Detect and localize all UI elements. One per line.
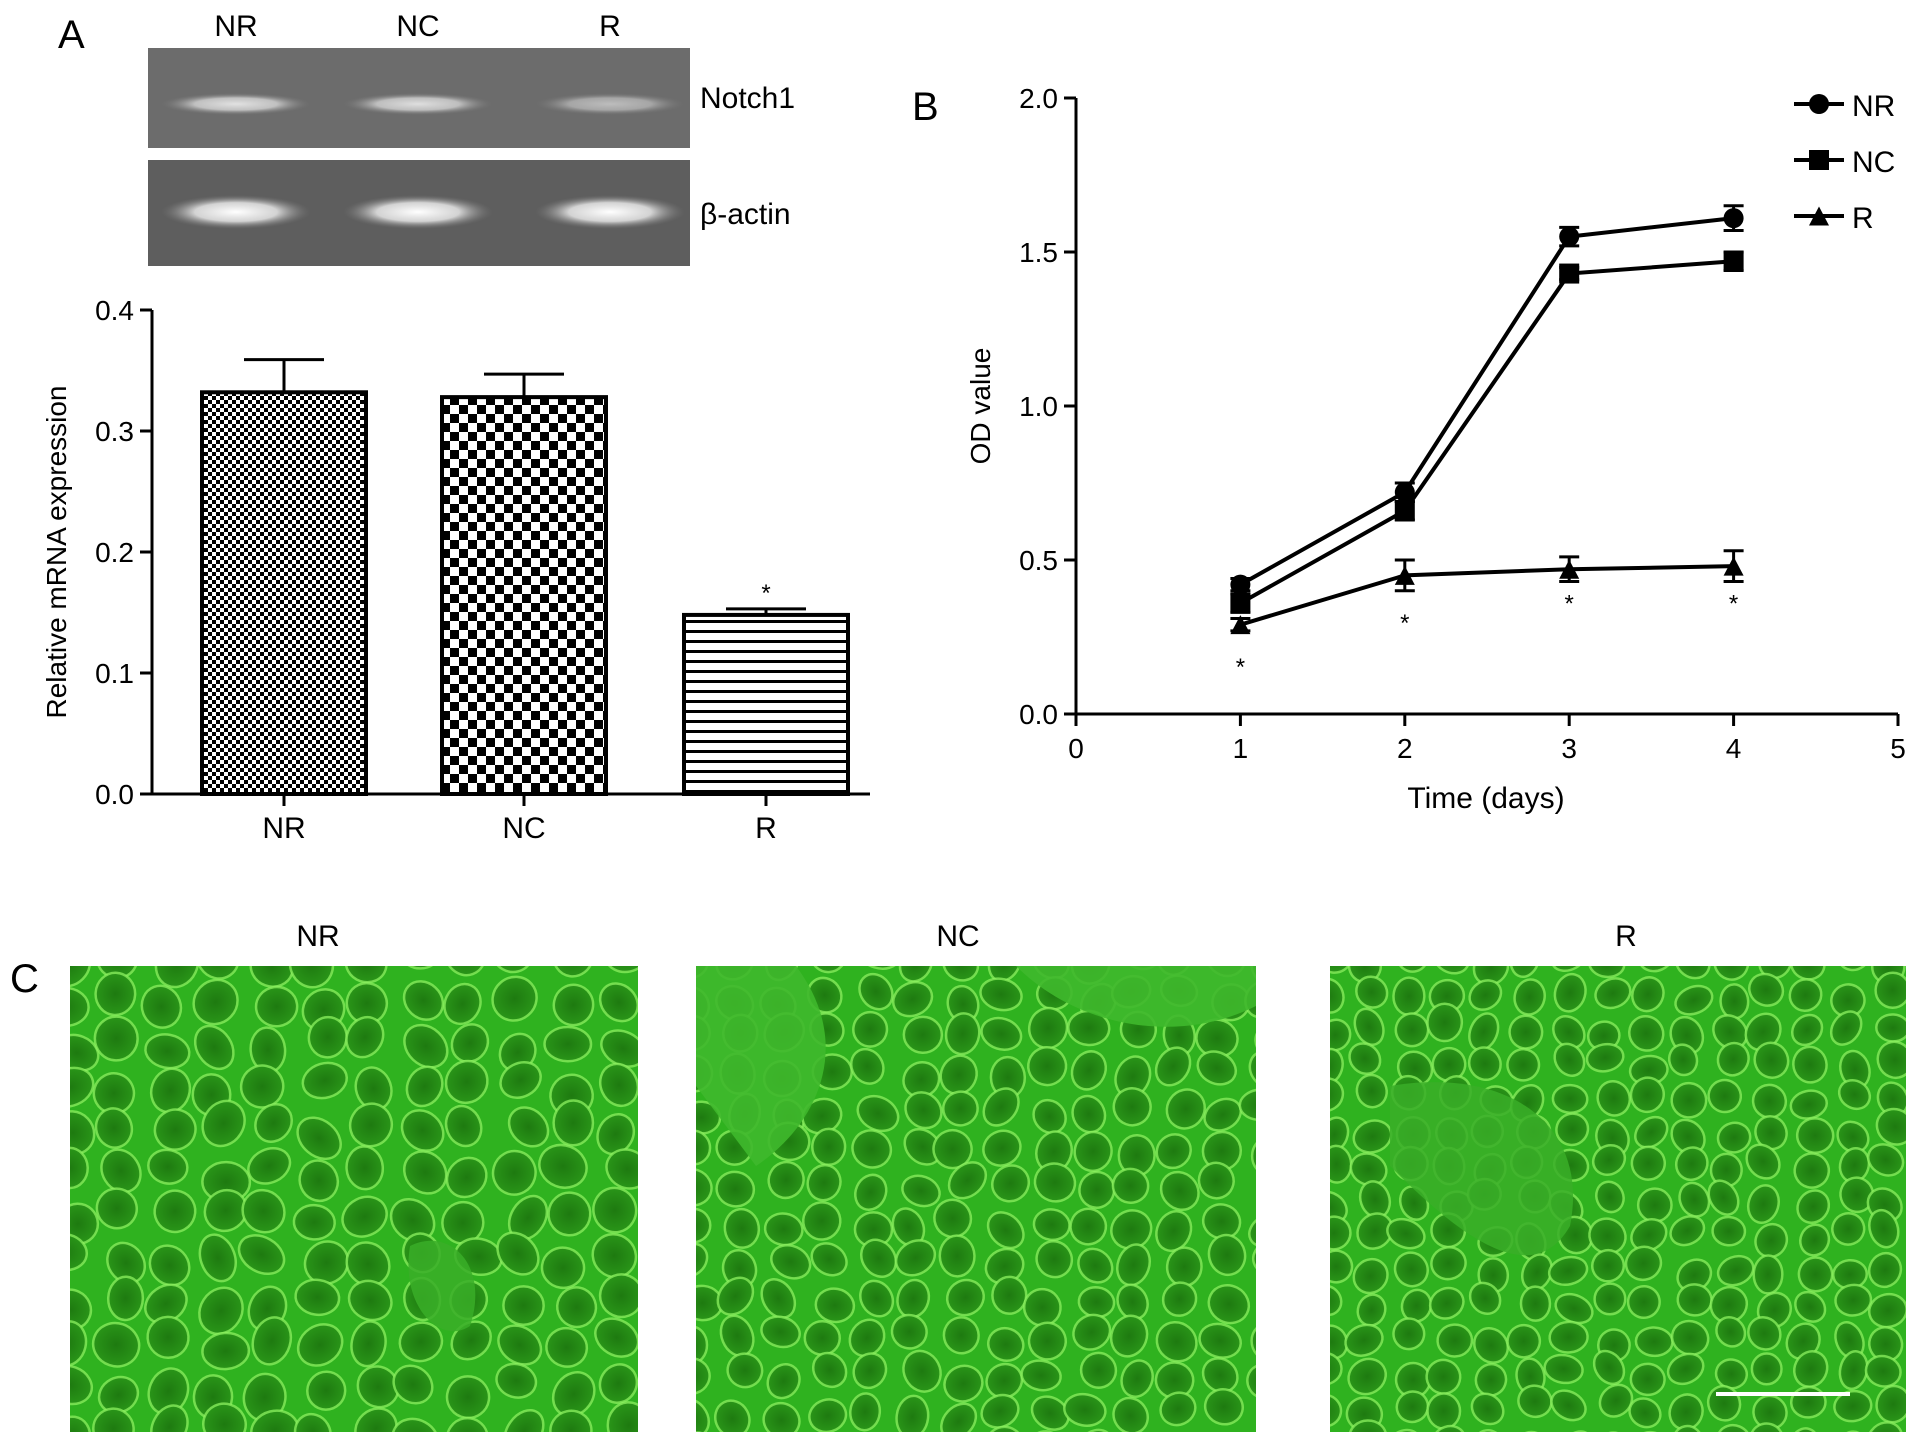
gel-panel: NR NC R Notch1 β-actin bbox=[148, 10, 795, 266]
micrograph-title-r: R bbox=[1615, 920, 1637, 953]
bar-r bbox=[682, 612, 850, 796]
legend-marker-nr bbox=[1809, 94, 1829, 114]
series-line-nr bbox=[1239, 216, 1734, 587]
gel-band-actin-nc bbox=[343, 195, 493, 229]
gel-band-label-notch1: Notch1 bbox=[700, 82, 795, 115]
micrograph-title-nr: NR bbox=[296, 920, 339, 953]
line-x-axis-label: Time (days) bbox=[1407, 782, 1564, 815]
bar-category-label: R bbox=[755, 812, 777, 845]
legend-label-nc: NC bbox=[1852, 146, 1895, 179]
bar-y-tick-label: 0.4 bbox=[95, 295, 134, 326]
bar-y-tick-label: 0.0 bbox=[95, 779, 134, 810]
line-significance-mark: * bbox=[1565, 591, 1574, 618]
legend-label-nr: NR bbox=[1852, 90, 1895, 123]
bar-category-label: NR bbox=[262, 812, 305, 845]
micrograph-nc bbox=[696, 966, 1256, 1432]
series-point-nc bbox=[1559, 263, 1580, 284]
gel-lane-label-r: R bbox=[599, 10, 621, 43]
bar-y-tick-label: 0.3 bbox=[95, 416, 134, 447]
bar-y-axis-label: Relative mRNA expression bbox=[41, 385, 72, 718]
panel-label-b: B bbox=[912, 85, 939, 129]
gel-lane-label-nr: NR bbox=[214, 10, 257, 43]
series-point-r bbox=[1559, 559, 1580, 579]
series-point-nr bbox=[1394, 482, 1415, 503]
panel-label-a: A bbox=[58, 13, 85, 57]
line-y-tick-label: 1.5 bbox=[1019, 237, 1058, 268]
series-point-nr bbox=[1230, 574, 1251, 595]
line-x-tick-label: 4 bbox=[1726, 733, 1742, 764]
bar-nr bbox=[200, 390, 368, 796]
line-x-tick-label: 1 bbox=[1233, 733, 1249, 764]
line-y-tick-label: 0.0 bbox=[1019, 699, 1058, 730]
line-x-tick-label: 5 bbox=[1890, 733, 1906, 764]
bar-significance-mark: * bbox=[761, 580, 770, 607]
line-y-axis-label: OD value bbox=[965, 348, 996, 465]
micrograph-nr bbox=[70, 966, 638, 1432]
bar-category-label: NC bbox=[502, 812, 545, 845]
series-line-nc bbox=[1239, 259, 1734, 605]
line-x-tick-label: 3 bbox=[1561, 733, 1577, 764]
series-line-r bbox=[1239, 564, 1734, 627]
series-point-r bbox=[1230, 615, 1251, 635]
line-significance-mark: * bbox=[1729, 591, 1738, 618]
bar-chart: Relative mRNA expression 0.0 0.1 0.2 0.3 0.4… bbox=[41, 295, 870, 845]
series-point-r bbox=[1723, 556, 1744, 576]
gel-band-actin-nr bbox=[161, 195, 311, 229]
panel-label-c: C bbox=[10, 957, 39, 1001]
series-point-r bbox=[1394, 565, 1415, 585]
series-point-nr bbox=[1723, 208, 1744, 229]
line-x-tick-label: 2 bbox=[1397, 733, 1413, 764]
series-point-nc bbox=[1723, 251, 1744, 272]
series-point-nc bbox=[1394, 500, 1415, 521]
legend-marker-r bbox=[1809, 206, 1829, 226]
gel-band-notch1-nc bbox=[343, 93, 493, 115]
bar-nc bbox=[440, 395, 608, 796]
line-significance-mark: * bbox=[1236, 654, 1245, 681]
micrograph-panel: NR NC R bbox=[70, 920, 1906, 1432]
micrograph-r bbox=[1330, 966, 1906, 1432]
line-x-tick-label: 0 bbox=[1068, 733, 1084, 764]
gel-band-notch1-r bbox=[535, 93, 685, 115]
legend-marker-nc bbox=[1809, 150, 1829, 170]
bar-y-tick-label: 0.2 bbox=[95, 537, 134, 568]
series-point-nc bbox=[1230, 593, 1251, 614]
micrograph-title-nc: NC bbox=[936, 920, 979, 953]
line-significance-mark: * bbox=[1400, 610, 1409, 637]
gel-band-label-actin: β-actin bbox=[700, 198, 791, 231]
line-chart: OD value Time (days) 0.0 0.5 1.0 1.5 2.0 0 1 2 3… bbox=[965, 83, 1906, 815]
bar-y-tick-label: 0.1 bbox=[95, 658, 134, 689]
line-y-tick-label: 2.0 bbox=[1019, 83, 1058, 114]
line-y-tick-label: 0.5 bbox=[1019, 545, 1058, 576]
gel-band-notch1-nr bbox=[161, 93, 311, 115]
gel-lane-label-nc: NC bbox=[396, 10, 439, 43]
line-y-tick-label: 1.0 bbox=[1019, 391, 1058, 422]
series-point-nr bbox=[1559, 226, 1580, 247]
gel-band-actin-r bbox=[535, 195, 685, 229]
legend-label-r: R bbox=[1852, 202, 1874, 235]
line-legend: NR NC R bbox=[1794, 90, 1895, 235]
